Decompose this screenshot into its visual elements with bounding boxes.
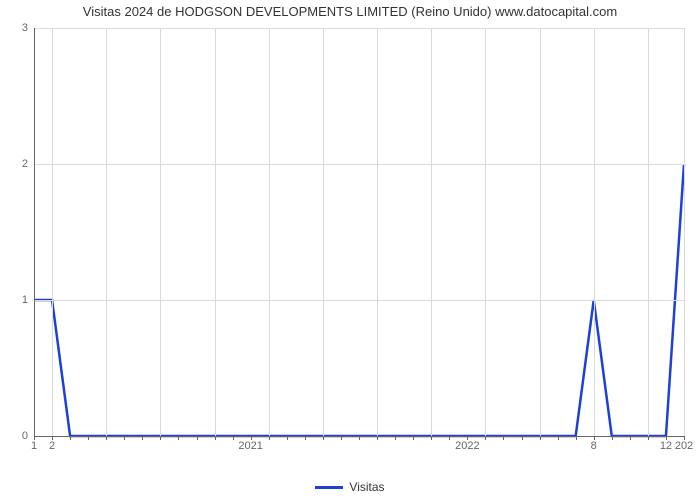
x-tick-mark (215, 436, 216, 440)
gridline-v (431, 28, 432, 436)
x-tick-label: 12 (660, 436, 672, 452)
x-tick-mark (124, 436, 125, 440)
y-axis-line (34, 28, 35, 436)
x-tick-mark (612, 436, 613, 440)
gridline-h (34, 300, 684, 301)
gridline-v (106, 28, 107, 436)
legend: Visitas (0, 479, 700, 494)
gridline-v (594, 28, 595, 436)
gridline-v (648, 28, 649, 436)
chart-title: Visitas 2024 de HODGSON DEVELOPMENTS LIM… (0, 4, 700, 19)
x-tick-label: 2022 (455, 436, 479, 452)
x-tick-mark (413, 436, 414, 440)
line-layer (34, 28, 684, 436)
x-tick-mark (106, 436, 107, 440)
x-tick-mark (558, 436, 559, 440)
x-tick-label: 2021 (238, 436, 262, 452)
x-tick-mark (359, 436, 360, 440)
x-tick-mark (269, 436, 270, 440)
gridline-v (52, 28, 53, 436)
gridline-h (34, 164, 684, 165)
x-tick-mark (197, 436, 198, 440)
x-tick-mark (377, 436, 378, 440)
x-tick-mark (395, 436, 396, 440)
chart-container: { "chart": { "type": "line", "title": "V… (0, 0, 700, 500)
x-tick-mark (305, 436, 306, 440)
x-tick-mark (142, 436, 143, 440)
x-tick-mark (178, 436, 179, 440)
x-tick-mark (522, 436, 523, 440)
x-tick-mark (160, 436, 161, 440)
x-tick-label: 2 (49, 436, 55, 452)
gridline-v (160, 28, 161, 436)
x-tick-mark (576, 436, 577, 440)
gridline-v (215, 28, 216, 436)
x-tick-label: 8 (591, 436, 597, 452)
x-tick-mark (323, 436, 324, 440)
y-tick-label: 1 (22, 294, 34, 306)
gridline-h (34, 28, 684, 29)
gridline-v (377, 28, 378, 436)
x-tick-mark (70, 436, 71, 440)
gridline-v (540, 28, 541, 436)
gridline-v (323, 28, 324, 436)
legend-swatch (315, 486, 343, 489)
x-tick-mark (233, 436, 234, 440)
x-tick-mark (341, 436, 342, 440)
x-tick-label: 1 (31, 436, 37, 452)
x-tick-mark (88, 436, 89, 440)
gridline-v (485, 28, 486, 436)
x-tick-mark (630, 436, 631, 440)
y-tick-label: 3 (22, 22, 34, 34)
x-tick-mark (449, 436, 450, 440)
gridline-v (269, 28, 270, 436)
x-tick-mark (485, 436, 486, 440)
x-tick-mark (503, 436, 504, 440)
x-tick-mark (540, 436, 541, 440)
legend-label: Visitas (349, 480, 384, 494)
plot-area: 01231220212022812202 (34, 28, 684, 436)
x-tick-mark (431, 436, 432, 440)
x-tick-mark (648, 436, 649, 440)
gridline-v (684, 28, 685, 436)
y-tick-label: 2 (22, 158, 34, 170)
x-tick-label: 202 (675, 436, 693, 452)
x-tick-mark (287, 436, 288, 440)
